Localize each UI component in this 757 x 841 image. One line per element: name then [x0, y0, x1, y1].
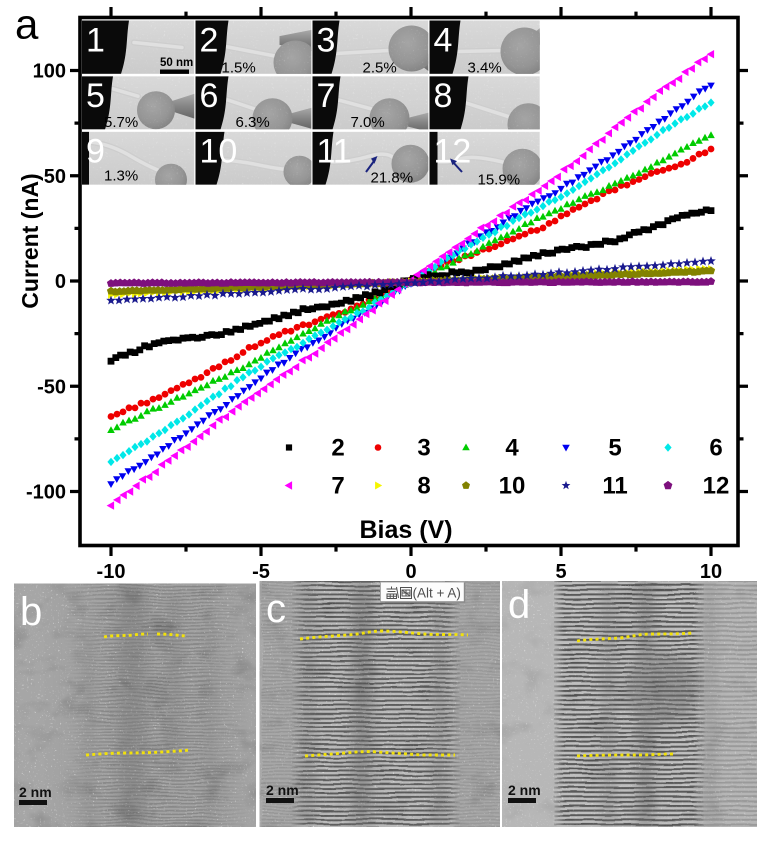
svg-text:2.5%: 2.5% — [363, 60, 397, 77]
svg-text:12: 12 — [434, 133, 472, 171]
svg-text:3: 3 — [317, 22, 336, 60]
svg-text:4: 4 — [505, 435, 519, 462]
svg-text:10: 10 — [499, 473, 526, 500]
svg-text:1: 1 — [86, 22, 105, 60]
svg-text:50: 50 — [44, 166, 66, 188]
svg-text:6.3%: 6.3% — [236, 114, 270, 131]
svg-text:11: 11 — [602, 473, 627, 500]
svg-text:5: 5 — [86, 77, 105, 115]
svg-text:Current (nA): Current (nA) — [17, 173, 43, 308]
svg-text:8: 8 — [417, 473, 430, 500]
svg-text:-100: -100 — [26, 482, 66, 504]
svg-text:-10: -10 — [97, 561, 126, 583]
svg-text:12: 12 — [703, 473, 730, 500]
svg-text:2: 2 — [200, 22, 219, 60]
svg-text:7: 7 — [331, 473, 344, 500]
svg-text:3.4%: 3.4% — [468, 60, 502, 77]
svg-text:0: 0 — [405, 561, 416, 583]
svg-text:d: d — [508, 583, 530, 627]
svg-text:5: 5 — [555, 561, 566, 583]
svg-text:3: 3 — [417, 435, 430, 462]
svg-text:10: 10 — [700, 561, 722, 583]
svg-text:6: 6 — [200, 77, 219, 115]
svg-text:100: 100 — [33, 61, 66, 83]
svg-text:-5: -5 — [252, 561, 270, 583]
svg-text:11: 11 — [317, 133, 352, 171]
svg-text:4: 4 — [434, 22, 453, 60]
svg-text:9: 9 — [86, 133, 105, 171]
svg-text:2 nm: 2 nm — [266, 782, 299, 798]
svg-text:2 nm: 2 nm — [508, 782, 541, 798]
svg-text:Bias (V): Bias (V) — [359, 516, 452, 544]
svg-text:5: 5 — [608, 435, 621, 462]
svg-text:8: 8 — [434, 77, 453, 115]
svg-text:c: c — [266, 587, 286, 631]
svg-text:(Alt + A): (Alt + A) — [413, 586, 461, 601]
svg-text:2: 2 — [331, 435, 344, 462]
svg-text:1.3%: 1.3% — [104, 168, 138, 185]
svg-text:10: 10 — [200, 133, 238, 171]
svg-text:2 nm: 2 nm — [19, 784, 52, 800]
svg-text:a: a — [15, 1, 39, 48]
svg-text:5.7%: 5.7% — [104, 114, 138, 131]
svg-text:15.9%: 15.9% — [478, 172, 521, 189]
svg-text:-50: -50 — [37, 376, 66, 398]
svg-text:50 nm: 50 nm — [160, 57, 193, 69]
svg-text:21.8%: 21.8% — [371, 170, 414, 187]
svg-text:1.5%: 1.5% — [222, 60, 256, 77]
svg-text:6: 6 — [709, 435, 722, 462]
svg-text:7: 7 — [317, 77, 336, 115]
svg-text:7.0%: 7.0% — [351, 114, 385, 131]
svg-text:b: b — [20, 590, 42, 634]
svg-text:0: 0 — [55, 271, 66, 293]
